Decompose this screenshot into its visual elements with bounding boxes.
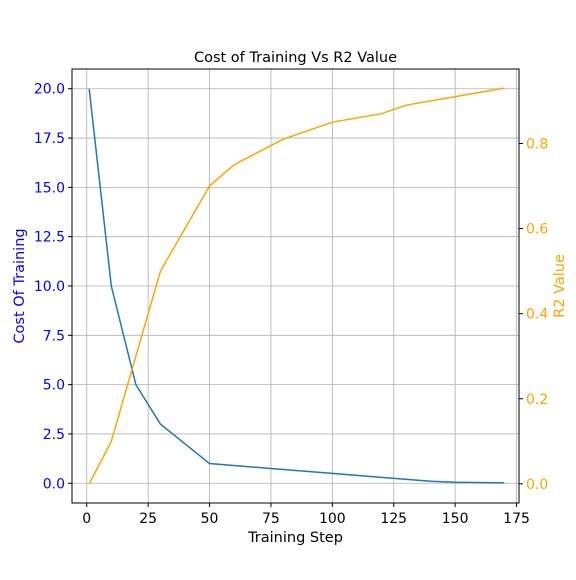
grid: [72, 69, 519, 503]
left-y-tick-label-3: 7.5: [43, 328, 65, 344]
left-y-tick-label-4: 10.0: [34, 279, 65, 295]
left-y-axis-ticks: 0.0 2.5 5.0 7.5 10.0 12.5 15.0 17.5 20.0: [34, 82, 72, 492]
left-y-tick-label-7: 17.5: [34, 131, 65, 147]
right-y-tick-label-4: 0.8: [526, 136, 548, 152]
x-tick-label-1: 25: [139, 511, 157, 527]
r2-series-line: [88, 87, 505, 485]
chart-title: Cost of Training Vs R2 Value: [194, 50, 397, 66]
x-axis-label: Training Step: [247, 530, 343, 546]
right-y-axis-label: R2 Value: [552, 254, 568, 318]
right-y-tick-label-0: 0.0: [526, 477, 548, 493]
left-y-tick-label-1: 2.5: [43, 427, 65, 443]
left-y-tick-label-0: 0.0: [43, 476, 65, 492]
x-tick-label-5: 125: [380, 511, 407, 527]
left-y-tick-label-2: 5.0: [43, 378, 65, 394]
left-y-tick-label-6: 15.0: [34, 180, 65, 196]
right-y-tick-label-3: 0.6: [526, 222, 548, 238]
series-layer: [88, 87, 505, 485]
cost-series-line: [88, 88, 505, 484]
left-y-tick-label-5: 12.5: [34, 230, 65, 246]
x-tick-label-6: 150: [442, 511, 469, 527]
right-y-axis-ticks: 0.0 0.2 0.4 0.6 0.8: [519, 136, 548, 493]
right-y-tick-label-1: 0.2: [526, 392, 548, 408]
right-y-tick-label-2: 0.4: [526, 307, 548, 323]
x-axis-ticks: 0 25 50 75 100 125 150 175: [82, 503, 530, 527]
x-tick-label-2: 50: [201, 511, 219, 527]
left-y-tick-label-8: 20.0: [34, 82, 65, 98]
x-tick-label-7: 175: [503, 511, 530, 527]
x-tick-label-3: 75: [262, 511, 280, 527]
x-tick-label-4: 100: [319, 511, 346, 527]
left-y-axis-label: Cost Of Training: [12, 228, 28, 343]
x-tick-label-0: 0: [82, 511, 91, 527]
